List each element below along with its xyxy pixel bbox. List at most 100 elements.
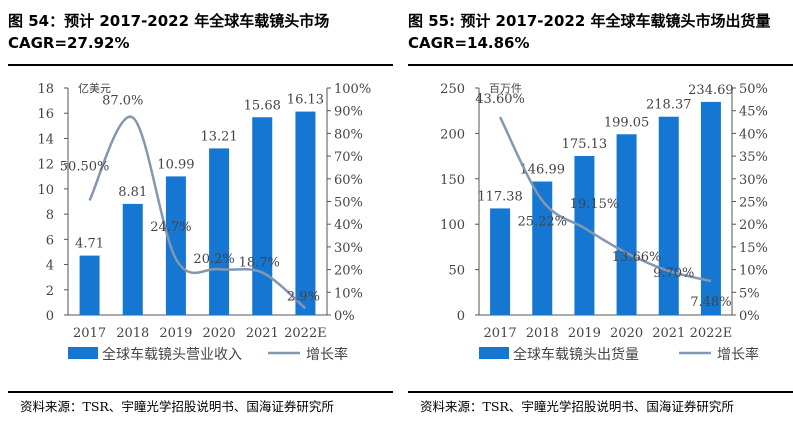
bar xyxy=(165,176,186,315)
bar xyxy=(574,155,595,315)
left-tick-label: 50 xyxy=(448,264,465,279)
legend-bar-swatch xyxy=(68,347,98,359)
chart-54: 0 2 4 6 8 10 12 14 16 18 0% 10% 20% 30% 40% 50% 60% 70% 80… xyxy=(37,82,371,363)
left-tick-label: 12 xyxy=(37,158,54,173)
left-tick-label: 150 xyxy=(440,173,465,188)
right-tick-label: 20% xyxy=(334,264,363,279)
line-data-label: 9.70% xyxy=(653,266,694,281)
left-tick-label: 16 xyxy=(37,107,54,122)
left-tick-label: 100 xyxy=(440,218,465,233)
x-tick-label: 2021 xyxy=(652,326,685,341)
bar-data-label: 15.68 xyxy=(244,98,281,113)
bar xyxy=(532,181,553,315)
left-tick-label: 2 xyxy=(46,284,54,299)
bar xyxy=(209,148,230,315)
line-data-label: 43.60% xyxy=(475,92,525,107)
bar xyxy=(252,117,273,315)
right-tick-label: 10% xyxy=(334,286,363,301)
left-tick-label: 10 xyxy=(37,183,54,198)
line-data-label: 13.66% xyxy=(612,250,662,265)
x-tick-label: 2020 xyxy=(203,326,236,341)
title-divider xyxy=(408,64,793,66)
bar xyxy=(295,111,316,315)
left-tick-label: 250 xyxy=(440,82,465,97)
bar xyxy=(658,116,679,316)
legend-bar-label: 全球车载镜头营业收入 xyxy=(102,346,242,363)
right-tick-label: 5% xyxy=(739,286,760,301)
bar-data-label: 10.99 xyxy=(157,157,194,172)
line-data-label: 24.7% xyxy=(150,220,191,235)
legend-bar-label: 全球车载镜头出货量 xyxy=(513,346,639,363)
line-data-label: 19.15% xyxy=(570,197,620,212)
bar-data-label: 218.37 xyxy=(646,98,692,113)
x-tick-label: 2017 xyxy=(73,326,106,341)
bar xyxy=(490,208,511,315)
x-tick-label: 2022E xyxy=(284,326,327,341)
left-tick-label: 14 xyxy=(37,132,54,147)
legend-bar-swatch xyxy=(479,347,509,359)
x-tick-label: 2022E xyxy=(690,326,733,341)
left-tick-label: 0 xyxy=(457,309,465,324)
x-tick-label: 2019 xyxy=(568,326,601,341)
bar-data-label: 146.99 xyxy=(520,163,566,178)
x-tick-label: 2020 xyxy=(610,326,643,341)
right-tick-label: 0% xyxy=(739,309,760,324)
right-tick-label: 15% xyxy=(739,241,768,256)
right-tick-label: 30% xyxy=(739,173,768,188)
bar xyxy=(122,203,143,315)
title-divider xyxy=(8,64,393,66)
line-data-label: 87.0% xyxy=(102,94,143,109)
right-tick-label: 70% xyxy=(334,150,363,165)
chart-panel-54: 图 54：预计 2017-2022 年全球车载镜头市场 CAGR=27.92% … xyxy=(8,0,393,427)
left-tick-label: 18 xyxy=(37,82,54,97)
unit-label: 亿美元 xyxy=(78,82,111,95)
growth-line xyxy=(88,115,307,310)
source-note: 资料来源：TSR、宇瞳光学招股说明书、国海证券研究所 xyxy=(20,399,334,414)
bar xyxy=(79,255,100,315)
chart-title: 图 54：预计 2017-2022 年全球车载镜头市场 CAGR=27.92% xyxy=(8,12,330,52)
right-tick-label: 50% xyxy=(739,82,768,97)
unit-label: 百万件 xyxy=(489,82,522,95)
right-tick-label: 40% xyxy=(739,127,768,142)
left-tick-label: 0 xyxy=(46,309,54,324)
right-tick-label: 40% xyxy=(334,218,363,233)
line-data-label: 18.7% xyxy=(239,256,280,271)
chart-55: 0 50 100 150 200 250 0% 5% 10% 15% 20% 25% 30% 35% 40%… xyxy=(440,82,768,363)
right-tick-label: 80% xyxy=(334,127,363,142)
x-tick-label: 2017 xyxy=(484,326,517,341)
bar-data-label: 175.13 xyxy=(562,137,608,152)
line-data-label: 25.22% xyxy=(517,215,567,230)
right-tick-label: 0% xyxy=(334,309,355,324)
growth-line xyxy=(498,116,712,283)
line-data-label: 2.9% xyxy=(287,289,320,304)
right-tick-label: 50% xyxy=(334,196,363,211)
bar-data-label: 117.38 xyxy=(477,189,523,204)
right-tick-label: 90% xyxy=(334,105,363,120)
left-tick-label: 200 xyxy=(440,127,465,142)
chart-title: 图 55: 预计 2017-2022 年全球车载镜头市场出货量 CAGR=14.… xyxy=(408,12,771,52)
source-divider xyxy=(408,391,793,393)
bar-data-label: 8.81 xyxy=(118,185,147,200)
right-tick-label: 60% xyxy=(334,173,363,188)
bar-data-label: 16.13 xyxy=(287,93,324,108)
right-tick-label: 30% xyxy=(334,241,363,256)
chart-panel-55: 图 55: 预计 2017-2022 年全球车载镜头市场出货量 CAGR=14.… xyxy=(408,0,793,427)
x-tick-label: 2018 xyxy=(116,326,149,341)
right-tick-label: 10% xyxy=(739,264,768,279)
right-tick-label: 25% xyxy=(739,196,768,211)
source-divider xyxy=(8,391,393,393)
bar xyxy=(616,134,637,315)
right-tick-label: 100% xyxy=(334,82,371,97)
legend-line-label: 增长率 xyxy=(306,346,348,363)
line-data-label: 7.48% xyxy=(690,295,731,310)
right-tick-label: 20% xyxy=(739,218,768,233)
bar-data-label: 4.71 xyxy=(75,237,104,252)
line-data-label: 20.2% xyxy=(193,252,234,267)
x-tick-label: 2018 xyxy=(526,326,559,341)
x-tick-label: 2021 xyxy=(246,326,279,341)
bar xyxy=(700,101,721,315)
legend-line-label: 增长率 xyxy=(717,346,759,363)
bar-data-label: 13.21 xyxy=(200,129,237,144)
right-tick-label: 45% xyxy=(739,105,768,120)
bar-data-label: 234.69 xyxy=(688,83,734,98)
